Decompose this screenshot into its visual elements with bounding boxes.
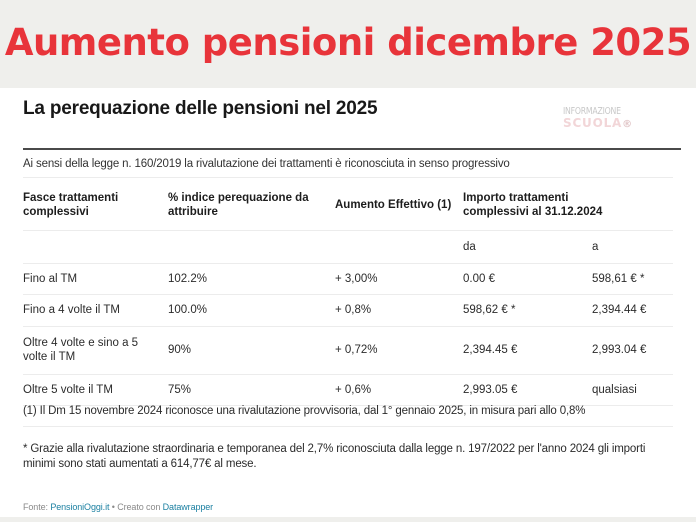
table-row: Oltre 5 volte il TM 75% + 0,6% 2,993.05 … <box>23 374 673 405</box>
cell-importo-a: 598,61 € * <box>592 272 645 285</box>
logo-text-bottom: SCUOLA® <box>563 117 645 130</box>
subheader-a: a <box>592 240 599 253</box>
cell-indice: 100.0% <box>168 304 208 316</box>
cell-importo-da: 0.00 € <box>463 272 495 285</box>
cell-indice: 102.2% <box>168 272 208 285</box>
cell-aumento: + 0,72% <box>335 344 378 356</box>
registered-mark-icon: ® <box>622 118 633 130</box>
logo-text-top: INFORMAZIONE <box>563 106 621 117</box>
footnote-divider <box>23 426 673 427</box>
banner-title: Aumento pensioni dicembre 2025 <box>4 20 692 64</box>
source-prefix: Fonte: <box>23 502 51 512</box>
cell-importo-a: 2,394.44 € <box>592 304 647 316</box>
table-row: Fino a 4 volte il TM 100.0% + 0,8% 598,6… <box>23 294 673 326</box>
cell-aumento: + 0,8% <box>335 304 372 316</box>
cell-importo-da: 598,62 € * <box>463 304 516 316</box>
source-link-pensionioggi[interactable]: PensioniOggi.it <box>50 502 110 512</box>
source-link-datawrapper[interactable]: Datawrapper <box>162 502 214 512</box>
cell-aumento: + 0,6% <box>335 383 372 396</box>
column-header-indice: % indice perequazione da attribuire <box>168 191 309 218</box>
footnote-asterisk: * Grazie alla rivalutazione straordinari… <box>23 443 646 470</box>
cell-importo-da: 2,993.05 € <box>463 383 518 396</box>
subheader-cell <box>168 230 335 263</box>
source-line: Fonte: PensioniOggi.it • Creato con Data… <box>23 502 213 512</box>
cell-fascia: Fino al TM <box>23 272 78 285</box>
cell-importo-da: 2,394.45 € <box>463 344 518 356</box>
footnote-1: (1) Il Dm 15 novembre 2024 riconosce una… <box>23 405 586 417</box>
table-subheader-row: da a <box>23 230 673 263</box>
column-header-aumento: Aumento Effettivo (1) <box>335 198 452 211</box>
column-header-fasce: Fasce trattamenti complessivi <box>23 191 119 218</box>
table-row: Oltre 4 volte e sino a 5 volte il TM 90%… <box>23 326 673 374</box>
informazione-scuola-logo: INFORMAZIONE SCUOLA® <box>563 107 645 135</box>
subheader-cell <box>23 230 168 263</box>
title-divider <box>23 148 681 150</box>
logo-text-scuola: SCUOLA <box>563 115 623 130</box>
chart-description: Ai sensi della legge n. 160/2019 la riva… <box>23 158 510 170</box>
cell-indice: 75% <box>168 383 192 396</box>
chart-title: La perequazione delle pensioni nel 2025 <box>23 98 378 119</box>
cell-indice: 90% <box>168 344 192 356</box>
bottom-strip <box>0 517 696 522</box>
cell-importo-a: qualsiasi <box>592 383 637 396</box>
table-header-row: Fasce trattamenti complessivi % indice p… <box>23 180 673 230</box>
cell-aumento: + 3,00% <box>335 272 378 285</box>
cell-fascia: Oltre 4 volte e sino a 5 volte il TM <box>23 337 139 363</box>
subheader-da: da <box>463 240 476 253</box>
cell-fascia: Oltre 5 volte il TM <box>23 383 113 396</box>
banner: Aumento pensioni dicembre 2025 <box>0 0 696 88</box>
subheader-cell <box>335 230 463 263</box>
cell-importo-a: 2,993.04 € <box>592 344 647 356</box>
description-divider <box>23 177 673 178</box>
perequazione-table: Fasce trattamenti complessivi % indice p… <box>23 180 673 406</box>
chart-card: La perequazione delle pensioni nel 2025 … <box>0 88 696 522</box>
column-header-importo: Importo trattamenti complessivi al 31.12… <box>463 191 603 218</box>
source-separator: • Creato con <box>109 502 163 512</box>
table-row: Fino al TM 102.2% + 3,00% 0.00 € 598,61 … <box>23 263 673 294</box>
cell-fascia: Fino a 4 volte il TM <box>23 304 120 316</box>
